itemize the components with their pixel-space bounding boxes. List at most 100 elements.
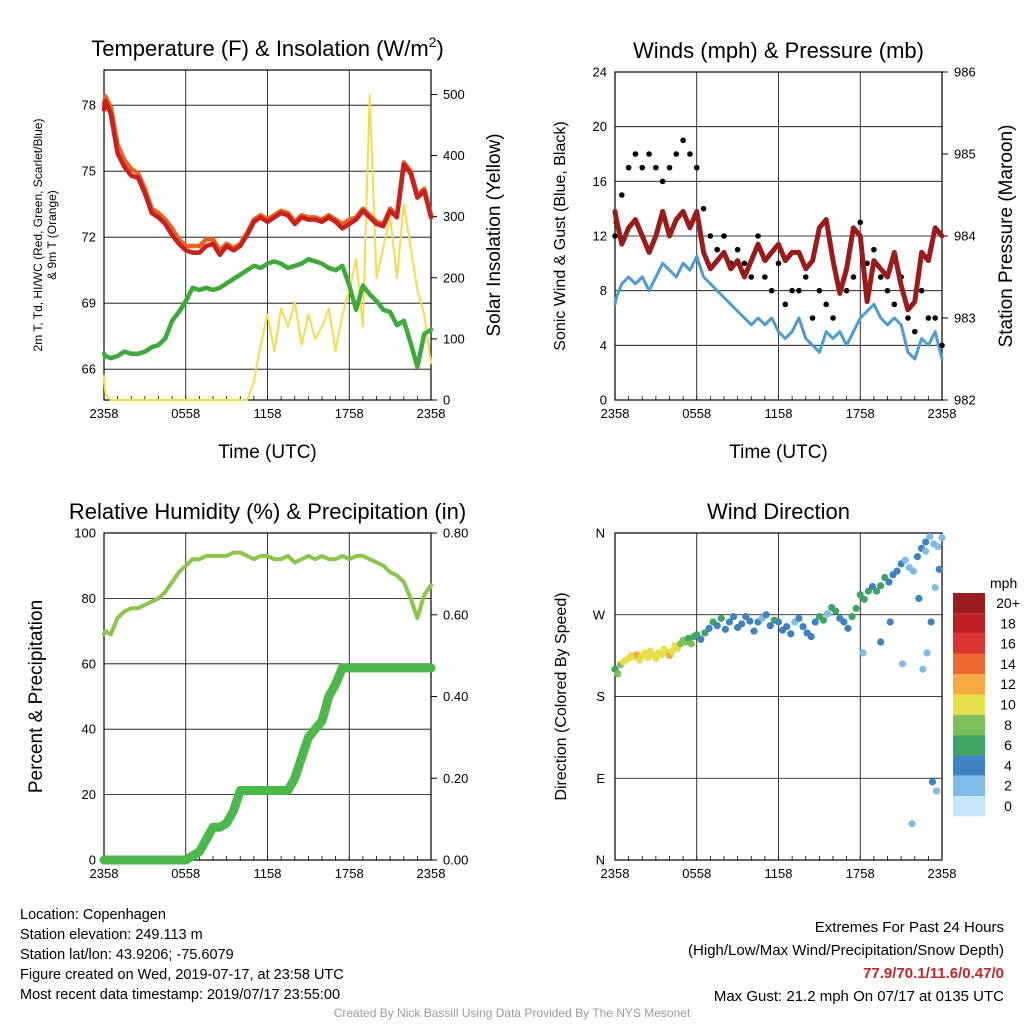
gust-point xyxy=(830,315,836,321)
legend-swatch xyxy=(953,796,985,817)
legend-swatch xyxy=(953,714,985,736)
y-tick-label: 20 xyxy=(593,119,607,134)
legend-swatch xyxy=(953,755,985,776)
direction-point xyxy=(852,604,860,612)
gust-point xyxy=(632,151,639,157)
legend-label: 4 xyxy=(1004,757,1012,773)
y-tick-label: 16 xyxy=(593,174,607,189)
gust-point xyxy=(918,287,925,294)
direction-point xyxy=(799,622,807,631)
direction-point xyxy=(633,651,641,659)
direction-point xyxy=(713,622,721,630)
gust-point xyxy=(939,342,945,349)
x-tick-label: 0558 xyxy=(171,406,200,421)
x-axis-label: Time (UTC) xyxy=(729,442,828,463)
direction-point xyxy=(893,567,901,575)
y2-axis-label: Solar Insolation (Yellow) xyxy=(484,133,505,336)
y2-tick-label: 983 xyxy=(954,311,976,326)
x-tick-label: 0558 xyxy=(171,866,200,881)
gust-point xyxy=(782,301,789,308)
x-tick-label: 1758 xyxy=(335,866,364,881)
x-tick-label: 1158 xyxy=(254,866,282,881)
direction-point xyxy=(873,587,881,595)
direction-point xyxy=(783,622,791,631)
gust-point xyxy=(796,287,802,294)
legend-swatch xyxy=(953,653,985,675)
direction-point xyxy=(844,624,852,632)
x-tick-label: 1758 xyxy=(335,406,364,421)
x-tick-label: 2358 xyxy=(90,406,119,421)
y-tick-label: 24 xyxy=(593,65,607,80)
gust-point xyxy=(707,233,714,239)
y-tick-label: 8 xyxy=(600,283,607,298)
direction-point xyxy=(860,595,868,603)
gust-point xyxy=(748,274,755,280)
y-tick-label: E xyxy=(596,771,605,786)
y-axis-label-line2: & 9m T (Orange) xyxy=(45,190,59,280)
direction-point xyxy=(919,665,927,673)
direction-point xyxy=(886,618,894,626)
panel-temperature: 2358 0558 1158 1758 2358 Temperature (F) & In… xyxy=(31,34,505,463)
legend-label: 6 xyxy=(1004,737,1012,753)
y2-tick-label: 0.80 xyxy=(443,526,468,541)
direction-point xyxy=(738,620,746,628)
direction-point xyxy=(750,627,758,635)
y2-tick-label: 0 xyxy=(443,393,450,408)
y-tick-label: 4 xyxy=(600,338,607,353)
panel-humidity: 2358 0558 1158 1758 2358 Relative Humidity (%… xyxy=(26,499,468,881)
x-tick-label: 1758 xyxy=(846,866,875,881)
direction-point xyxy=(687,640,695,648)
gust-point xyxy=(734,246,741,253)
legend-swatch xyxy=(953,674,985,695)
direction-point xyxy=(877,638,885,646)
max-gust-text: Max Gust: 21.2 mph On 07/17 at 0135 UTC xyxy=(713,988,1004,1005)
y-tick-label: 100 xyxy=(74,526,96,541)
direction-point xyxy=(697,635,705,643)
y2-tick-label: 100 xyxy=(443,331,465,346)
latlon-text: Station lat/lon: 43.9206; -75.6079 xyxy=(20,947,234,963)
x-tick-label: 2358 xyxy=(417,406,446,421)
insolation-line xyxy=(103,93,432,401)
gust-point xyxy=(687,151,693,157)
legend-label: 0 xyxy=(1004,798,1012,814)
direction-point xyxy=(729,612,738,621)
y2-tick-label: 500 xyxy=(443,87,465,102)
x-tick-label: 0558 xyxy=(682,406,711,421)
gust-point xyxy=(789,287,795,294)
direction-point xyxy=(913,553,922,561)
y-axis-label: Percent & Precipitation xyxy=(26,600,47,793)
direction-point xyxy=(932,787,941,795)
x-tick-label: 1158 xyxy=(254,406,282,421)
humidity-line xyxy=(102,550,433,637)
y2-tick-label: 0.20 xyxy=(443,771,468,786)
y-axis-label: Sonic Wind & Gust (Blue, Black) xyxy=(552,121,569,350)
gust-point xyxy=(857,219,864,226)
direction-point xyxy=(926,533,934,541)
legend-label: 8 xyxy=(1004,717,1012,733)
direction-point xyxy=(774,618,783,626)
extremes-values: 77.9/70.1/11.6/0.47/0 xyxy=(863,965,1004,982)
y-tick-label: 40 xyxy=(82,722,96,737)
gust-point xyxy=(714,246,720,253)
legend-label: 12 xyxy=(1000,676,1016,692)
direction-point xyxy=(938,533,946,542)
gust-point xyxy=(625,164,632,171)
y-tick-label: 12 xyxy=(593,229,607,244)
extremes-title: Extremes For Past 24 Hours xyxy=(814,919,1004,936)
y-tick-label: 66 xyxy=(82,362,96,377)
gust-point xyxy=(768,287,775,294)
extremes-subtitle: (High/Low/Max Wind/Precipitation/Snow De… xyxy=(688,942,1004,959)
gust-point xyxy=(911,328,918,335)
y2-tick-label: 985 xyxy=(954,147,976,162)
gust-point xyxy=(755,233,761,239)
gust-point xyxy=(619,192,625,198)
gust-point xyxy=(905,315,911,321)
station-info: Location: Copenhagen Station elevation: … xyxy=(20,905,344,1005)
gust-point xyxy=(877,274,884,280)
elevation-text: Station elevation: 249.113 m xyxy=(20,927,203,943)
y2-tick-label: 300 xyxy=(443,209,465,224)
direction-point xyxy=(927,618,935,626)
legend-swatch xyxy=(953,735,985,756)
direction-point xyxy=(840,618,848,626)
